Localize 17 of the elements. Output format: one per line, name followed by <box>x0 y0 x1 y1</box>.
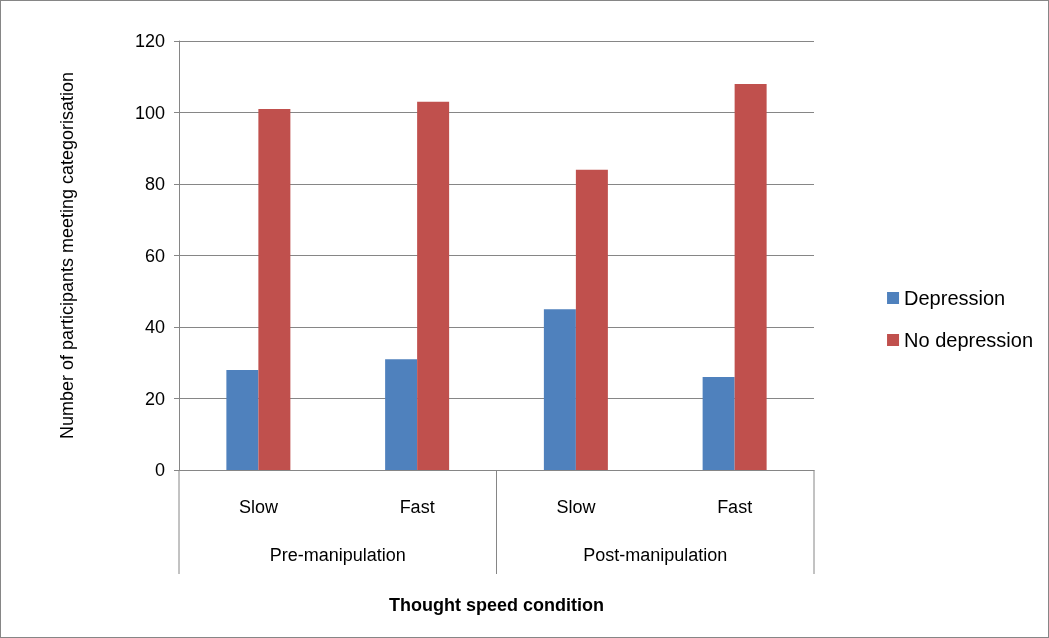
y-tick-label: 60 <box>144 245 165 266</box>
x-axis-title: Thought speed condition <box>389 595 604 615</box>
y-tick-label: 40 <box>144 317 165 337</box>
x-tick-label: Fast <box>399 497 435 517</box>
x-tick-label: Fast <box>717 497 753 517</box>
y-tick-label: 20 <box>144 388 165 409</box>
y-tick-label: 120 <box>134 31 165 51</box>
x-tick-label: Slow <box>556 497 597 517</box>
text: Pre-manipulation <box>269 545 406 565</box>
y-tick-label: 100 <box>134 102 165 123</box>
y-tick-label: 0 <box>154 460 165 480</box>
text: Post-manipulation <box>583 545 728 565</box>
legend-label: No depression <box>904 329 1033 351</box>
y-axis-title: Number of participants meeting categorisation <box>57 71 77 440</box>
legend-label: Depression <box>904 287 1006 309</box>
y-tick-label: 80 <box>144 174 165 194</box>
x-tick-label: Slow <box>238 497 279 517</box>
